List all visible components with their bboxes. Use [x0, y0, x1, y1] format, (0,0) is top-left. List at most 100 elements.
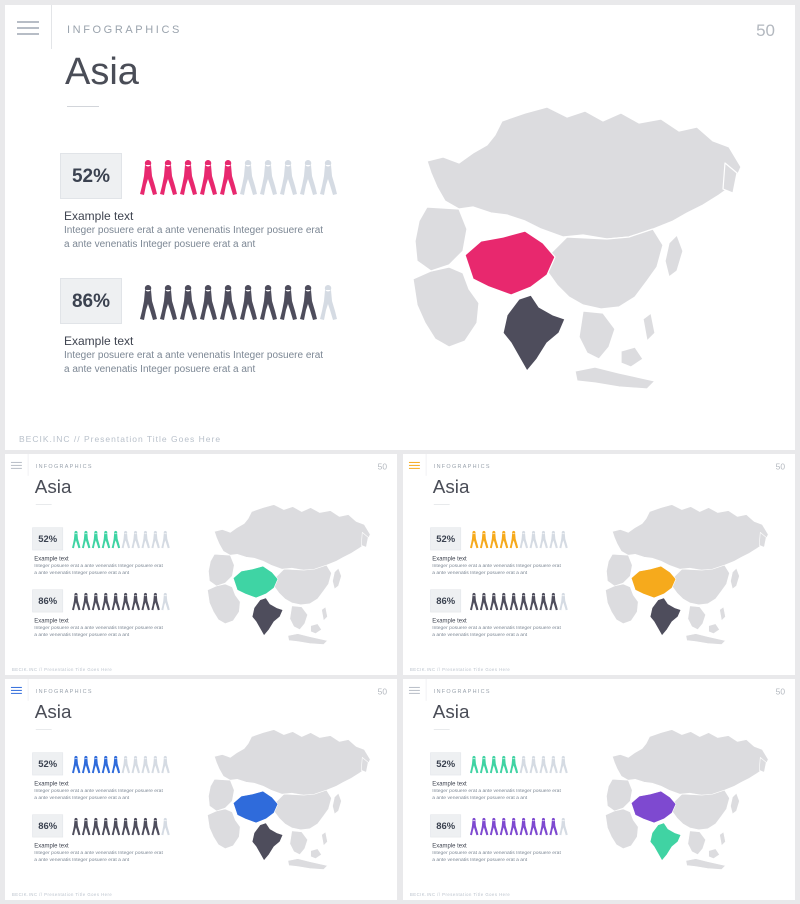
slide-3[interactable]: INFOGRAPHICS 50 Asia 52% Example text In…	[403, 454, 795, 675]
map-middle-east	[412, 266, 480, 348]
hamburger-menu-icon[interactable]	[10, 460, 22, 471]
walking-person-icon	[71, 817, 81, 836]
walking-person-icon	[469, 817, 479, 836]
map-china	[546, 228, 664, 310]
hamburger-menu-icon[interactable]	[17, 17, 39, 39]
walking-person-icon	[161, 817, 170, 836]
map-india-highlight	[251, 597, 284, 637]
people-row	[71, 530, 170, 549]
stat-description: Integer posuere erat a ante venenatis In…	[432, 563, 561, 576]
stat-description: Integer posuere erat a ante venenatis In…	[432, 788, 561, 801]
walking-person-icon	[519, 817, 529, 836]
walking-person-icon	[539, 530, 548, 549]
walking-person-icon	[280, 285, 297, 320]
walking-person-icon	[161, 592, 170, 611]
walking-person-icon	[509, 592, 519, 611]
percent-badge: 52%	[430, 752, 462, 776]
walking-person-icon	[131, 592, 140, 611]
walking-person-icon	[499, 530, 509, 549]
walking-person-icon	[121, 817, 131, 836]
header-divider	[51, 5, 52, 49]
page-number: 50	[775, 461, 786, 472]
walking-person-icon	[280, 160, 297, 195]
map-kamchatka	[758, 532, 767, 548]
stat-description: Integer posuere erat a ante venenatis In…	[34, 788, 163, 801]
walking-person-icon	[519, 755, 529, 774]
walking-person-icon	[131, 530, 140, 549]
walking-person-icon	[519, 530, 529, 549]
map-borneo	[708, 623, 720, 634]
section-label: INFOGRAPHICS	[433, 688, 491, 695]
walking-person-icon	[240, 160, 257, 195]
slide-content: INFOGRAPHICS 50 Asia 52% Example text In…	[5, 454, 397, 675]
hamburger-menu-icon[interactable]	[408, 460, 420, 471]
stat-title: Example text	[432, 555, 467, 563]
walking-person-icon	[489, 530, 499, 549]
walking-person-icon	[529, 592, 538, 611]
walking-person-icon	[81, 592, 91, 611]
walking-person-icon	[101, 817, 111, 836]
stat-title: Example text	[432, 617, 467, 625]
stat-title: Example text	[432, 780, 467, 788]
slide-1[interactable]: INFOGRAPHICS 50 Asia 52% Example text In…	[5, 5, 795, 450]
page-title: Asia	[34, 476, 72, 498]
page-number: 50	[775, 686, 786, 697]
hamburger-menu-icon[interactable]	[408, 685, 420, 696]
slide-content: INFOGRAPHICS 50 Asia 52% Example text In…	[403, 454, 795, 675]
walking-person-icon	[240, 285, 257, 320]
people-row	[71, 817, 170, 836]
slide-5[interactable]: INFOGRAPHICS 50 Asia 52% Example text In…	[403, 679, 795, 900]
walking-person-icon	[509, 817, 519, 836]
walking-person-icon	[539, 817, 548, 836]
walking-person-icon	[529, 817, 538, 836]
walking-person-icon	[549, 592, 558, 611]
people-row	[469, 592, 568, 611]
map-borneo	[620, 346, 644, 368]
walking-person-icon	[111, 817, 121, 836]
people-row	[140, 160, 337, 195]
map-indonesia	[685, 858, 726, 870]
map-borneo	[310, 623, 322, 634]
walking-person-icon	[479, 530, 489, 549]
walking-person-icon	[160, 160, 177, 195]
walking-person-icon	[151, 817, 160, 836]
stat-description: Integer posuere erat a ante venenatis In…	[34, 625, 163, 638]
page-title: Asia	[432, 701, 470, 723]
map-indonesia	[685, 633, 726, 645]
map-southeast-asia	[289, 830, 308, 855]
walking-person-icon	[559, 817, 568, 836]
page-number: 50	[377, 686, 388, 697]
percent-badge: 86%	[430, 814, 462, 838]
walking-person-icon	[220, 160, 237, 195]
walking-person-icon	[101, 530, 111, 549]
map-borneo	[708, 848, 720, 859]
slide-4[interactable]: INFOGRAPHICS 50 Asia 52% Example text In…	[5, 679, 397, 900]
people-row	[140, 285, 337, 320]
slide-content: INFOGRAPHICS 50 Asia 52% Example text In…	[5, 679, 397, 900]
hamburger-menu-icon[interactable]	[10, 685, 22, 696]
map-india-highlight	[649, 822, 682, 862]
walking-person-icon	[101, 592, 111, 611]
section-label: INFOGRAPHICS	[35, 463, 93, 470]
stat-title: Example text	[34, 555, 69, 563]
walking-person-icon	[180, 160, 197, 195]
footer-text: BECIK.INC // Presentation Title Goes Her…	[11, 891, 113, 897]
walking-person-icon	[509, 755, 519, 774]
section-label: INFOGRAPHICS	[433, 463, 491, 470]
map-central-asia-highlight	[232, 565, 279, 599]
slide-2[interactable]: INFOGRAPHICS 50 Asia 52% Example text In…	[5, 454, 397, 675]
walking-person-icon	[151, 755, 160, 774]
walking-person-icon	[559, 530, 568, 549]
asia-map	[605, 729, 769, 870]
map-india-highlight	[649, 597, 682, 637]
map-southeast-asia	[578, 310, 616, 360]
asia-map	[412, 106, 742, 390]
walking-person-icon	[111, 530, 121, 549]
walking-person-icon	[140, 160, 157, 195]
map-indonesia	[287, 633, 328, 645]
walking-person-icon	[141, 755, 150, 774]
walking-person-icon	[91, 817, 101, 836]
walking-person-icon	[81, 755, 91, 774]
walking-person-icon	[499, 592, 509, 611]
walking-person-icon	[151, 592, 160, 611]
